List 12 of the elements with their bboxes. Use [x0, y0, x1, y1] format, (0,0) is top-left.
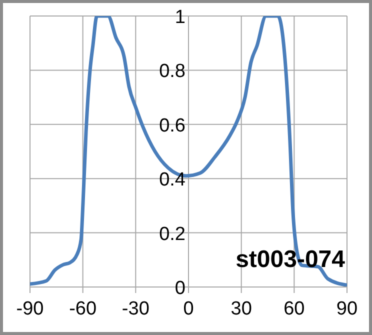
x-tick-label: 90 [336, 298, 358, 320]
x-tick-label: 30 [230, 298, 252, 320]
y-tick-label: 0.2 [159, 224, 186, 245]
y-tick-label: 0.8 [159, 61, 186, 82]
y-tick-label: 1 [174, 7, 186, 28]
x-tick-label: 60 [284, 298, 305, 320]
x-tick-label: -60 [69, 298, 97, 320]
y-tick-label: 0.6 [159, 115, 186, 136]
y-tick-label: 0.4 [159, 170, 186, 191]
x-tick-label: -30 [122, 298, 150, 320]
x-tick-label: -90 [16, 298, 44, 320]
y-tick-label: 0 [174, 278, 186, 299]
